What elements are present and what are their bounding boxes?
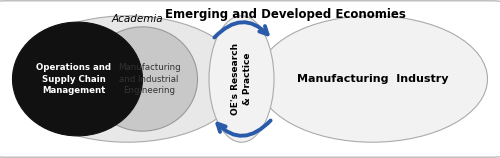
Text: Emerging and Developed Economies: Emerging and Developed Economies — [164, 8, 406, 21]
Text: Manufacturing  Industry: Manufacturing Industry — [297, 74, 448, 84]
Text: OE's Research
& Practice: OE's Research & Practice — [231, 43, 252, 115]
Ellipse shape — [258, 16, 488, 142]
Text: Academia: Academia — [112, 14, 164, 24]
Ellipse shape — [12, 16, 242, 142]
Ellipse shape — [88, 27, 198, 131]
Ellipse shape — [12, 22, 142, 136]
Ellipse shape — [209, 16, 274, 142]
Text: Manufacturing
and Industrial
Engineering: Manufacturing and Industrial Engineering — [118, 63, 180, 95]
Text: Operations and
Supply Chain
Management: Operations and Supply Chain Management — [36, 63, 112, 95]
